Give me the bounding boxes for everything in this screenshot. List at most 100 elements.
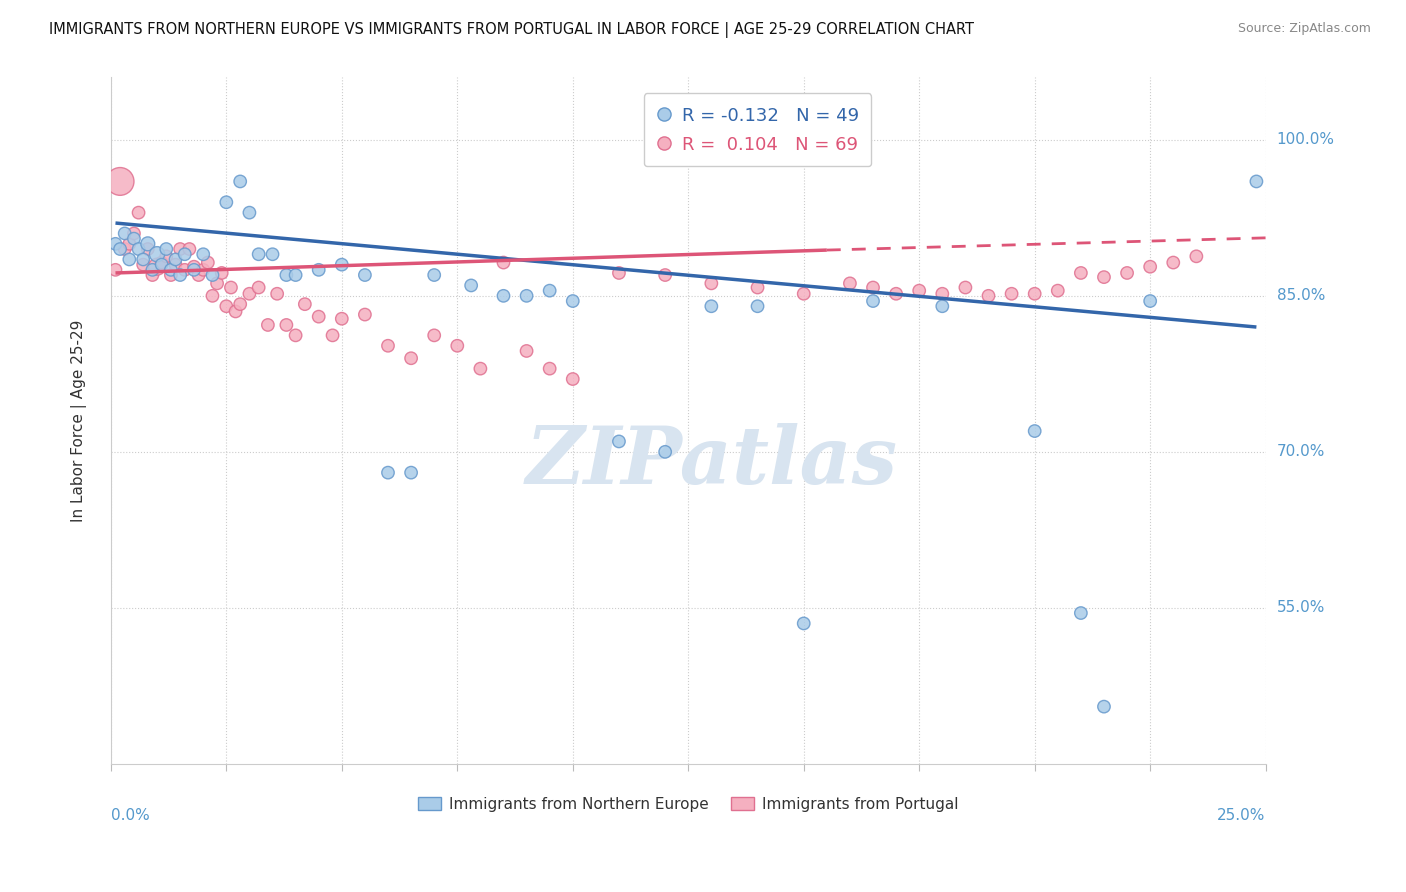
Point <box>654 445 676 459</box>
Point <box>308 310 330 324</box>
Point <box>747 280 769 294</box>
Point <box>146 260 169 274</box>
Point <box>215 299 238 313</box>
Point <box>700 277 723 291</box>
Point <box>128 205 150 219</box>
Point <box>284 268 307 282</box>
Point <box>377 466 399 480</box>
Point <box>908 284 931 298</box>
Point <box>238 205 260 219</box>
Point <box>294 297 316 311</box>
Point <box>118 252 141 267</box>
Point <box>225 304 247 318</box>
Point <box>793 616 815 631</box>
Point <box>1246 174 1268 188</box>
Point <box>193 247 215 261</box>
Point <box>229 174 252 188</box>
Point <box>862 280 884 294</box>
Point <box>136 236 159 251</box>
Text: 0.0%: 0.0% <box>111 808 149 823</box>
Text: 85.0%: 85.0% <box>1277 288 1324 303</box>
Point <box>128 242 150 256</box>
Point <box>1139 260 1161 274</box>
Point <box>276 318 298 332</box>
Point <box>114 227 136 241</box>
Point <box>538 361 561 376</box>
Point <box>215 195 238 210</box>
Point <box>238 286 260 301</box>
Point <box>322 328 344 343</box>
Point <box>1185 249 1208 263</box>
Point <box>150 255 173 269</box>
Point <box>931 286 953 301</box>
Point <box>141 263 163 277</box>
Point <box>1070 606 1092 620</box>
Point <box>354 308 377 322</box>
Point <box>492 289 515 303</box>
Point <box>187 268 209 282</box>
Point <box>862 293 884 308</box>
Point <box>561 372 583 386</box>
Text: 70.0%: 70.0% <box>1277 444 1324 459</box>
Point <box>1161 255 1184 269</box>
Point <box>377 339 399 353</box>
Point <box>108 174 131 188</box>
Point <box>160 268 183 282</box>
Point <box>247 280 270 294</box>
Point <box>884 286 907 301</box>
Point <box>229 297 252 311</box>
Point <box>201 289 224 303</box>
Point <box>516 289 538 303</box>
Point <box>276 268 298 282</box>
Point <box>108 242 131 256</box>
Point <box>931 299 953 313</box>
Point <box>169 242 191 256</box>
Point <box>104 263 127 277</box>
Point <box>747 299 769 313</box>
Point <box>193 263 215 277</box>
Point <box>132 252 155 267</box>
Point <box>308 263 330 277</box>
Point <box>201 268 224 282</box>
Point <box>1024 424 1046 438</box>
Point <box>955 280 977 294</box>
Point <box>122 227 145 241</box>
Point <box>247 247 270 261</box>
Point <box>211 266 233 280</box>
Point <box>1000 286 1022 301</box>
Point <box>165 258 187 272</box>
Point <box>155 242 177 256</box>
Point <box>516 343 538 358</box>
Point <box>183 263 205 277</box>
Point <box>1116 266 1139 280</box>
Point <box>284 328 307 343</box>
Point <box>1070 266 1092 280</box>
Point <box>118 236 141 251</box>
Point <box>399 351 422 366</box>
Point <box>1092 699 1115 714</box>
Point <box>257 318 280 332</box>
Point <box>561 293 583 308</box>
Point <box>160 263 183 277</box>
Point <box>330 258 353 272</box>
Point <box>104 236 127 251</box>
Text: 25.0%: 25.0% <box>1218 808 1265 823</box>
Point <box>423 268 446 282</box>
Point <box>179 242 201 256</box>
Point <box>654 268 676 282</box>
Point <box>150 258 173 272</box>
Point <box>266 286 288 301</box>
Text: IMMIGRANTS FROM NORTHERN EUROPE VS IMMIGRANTS FROM PORTUGAL IN LABOR FORCE | AGE: IMMIGRANTS FROM NORTHERN EUROPE VS IMMIG… <box>49 22 974 38</box>
Point <box>165 252 187 267</box>
Legend: Immigrants from Northern Europe, Immigrants from Portugal: Immigrants from Northern Europe, Immigra… <box>412 790 965 818</box>
Point <box>173 247 195 261</box>
Point <box>1092 270 1115 285</box>
Point <box>492 255 515 269</box>
Text: ZIPatlas: ZIPatlas <box>526 423 897 500</box>
Point <box>460 278 482 293</box>
Point <box>169 268 191 282</box>
Point <box>446 339 468 353</box>
Point <box>793 286 815 301</box>
Point <box>136 242 159 256</box>
Point <box>607 434 630 449</box>
